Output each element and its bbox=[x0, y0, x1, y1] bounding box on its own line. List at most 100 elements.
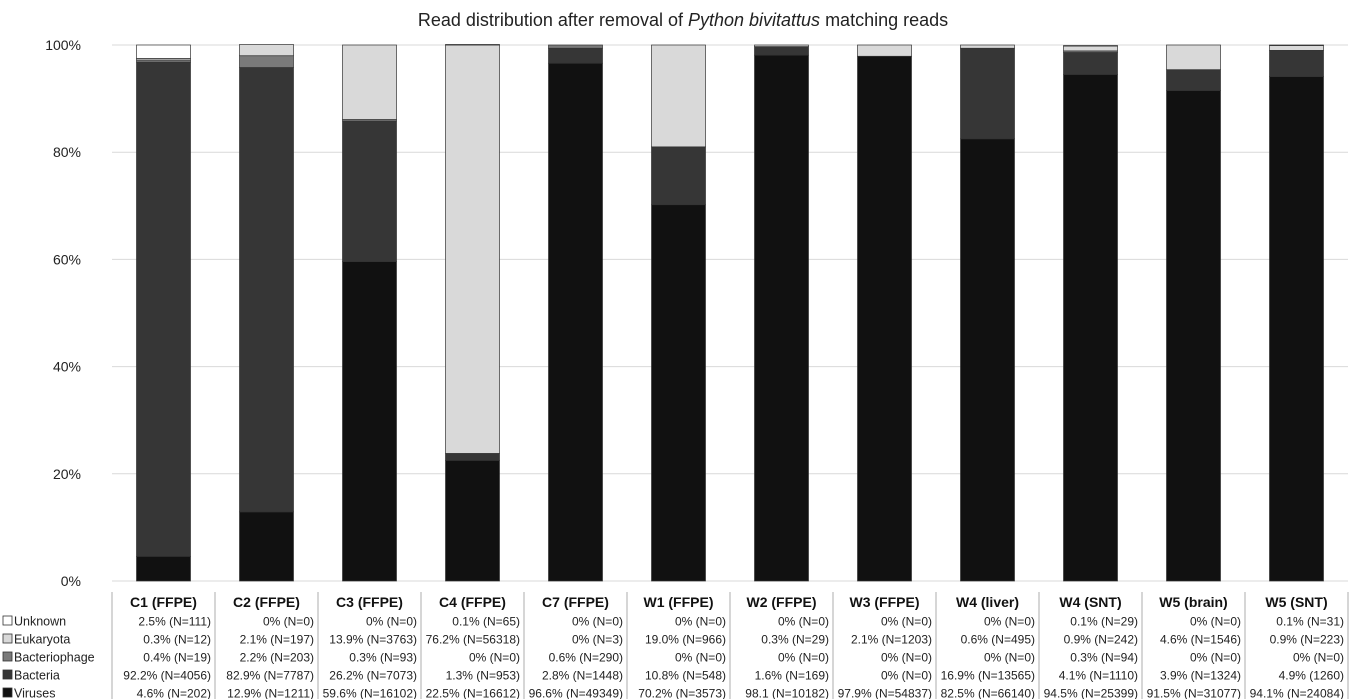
category-label: W2 (FFPE) bbox=[747, 594, 817, 610]
data-table: C1 (FFPE) C2 (FFPE) C3 (FFPE) C4 (FFPE) C7 (… bbox=[2, 592, 1349, 699]
table-cell-eukaryota: 13.9% (N=3763) bbox=[329, 633, 417, 647]
y-tick-label: 80% bbox=[53, 144, 81, 160]
table-cell-bacteria: 1.6% (N=169) bbox=[755, 669, 829, 683]
table-cell-bacteriophage: 0% (N=0) bbox=[469, 651, 520, 665]
table-cell-bacteriophage: 0.3% (N=94) bbox=[1070, 651, 1138, 665]
table-cell-eukaryota: 2.1% (N=1203) bbox=[851, 633, 932, 647]
bar-segment-bacteria bbox=[1063, 52, 1118, 75]
table-cell-viruses: 70.2% (N=3573) bbox=[638, 687, 726, 699]
legend-label-unknown: Unknown bbox=[14, 615, 66, 629]
gridlines bbox=[112, 44, 1348, 582]
legend-swatch-viruses bbox=[2, 687, 13, 698]
table-cell-bacteriophage: 0.6% (N=290) bbox=[549, 651, 623, 665]
bar-segment-bacteria bbox=[960, 47, 1015, 140]
y-tick-label: 60% bbox=[53, 251, 81, 267]
legend-label-bacteriophage: Bacteriophage bbox=[14, 651, 95, 665]
legend-label-bacteria: Bacteria bbox=[14, 669, 60, 683]
table-cell-viruses: 4.6% (N=202) bbox=[137, 687, 211, 699]
table-cell-bacteria: 3.9% (N=1324) bbox=[1160, 669, 1241, 683]
bar-segment-eukaryota bbox=[857, 44, 912, 57]
table-cell-unknown: 0.1% (N=65) bbox=[452, 615, 520, 629]
bar-segment-eukaryota bbox=[445, 44, 500, 454]
table-cell-viruses: 94.5% (N=25399) bbox=[1044, 687, 1138, 699]
table-cell-eukaryota: 0.6% (N=495) bbox=[961, 633, 1035, 647]
legend-swatch-bacteria bbox=[2, 669, 13, 680]
y-tick-label: 40% bbox=[53, 359, 81, 375]
table-cell-eukaryota: 0.3% (N=29) bbox=[761, 633, 829, 647]
table-cell-unknown: 0% (N=0) bbox=[984, 615, 1035, 629]
category-label: W5 (brain) bbox=[1159, 594, 1227, 610]
bar-segment-eukaryota bbox=[960, 44, 1015, 49]
table-cell-eukaryota: 0.3% (N=12) bbox=[143, 633, 211, 647]
bar-segment-eukaryota bbox=[342, 44, 397, 120]
bar-segment-bacteria bbox=[136, 61, 191, 557]
table-cell-bacteria: 1.3% (N=953) bbox=[446, 669, 520, 683]
bar-segment-unknown bbox=[1269, 44, 1324, 46]
legend-swatch-bacteriophage bbox=[2, 651, 13, 662]
legend-label-eukaryota: Eukaryota bbox=[14, 633, 70, 647]
table-cell-bacteria: 4.9% (1260) bbox=[1279, 669, 1344, 683]
table-cell-viruses: 98.1 (N=10182) bbox=[745, 687, 829, 699]
table-cell-bacteria: 0% (N=0) bbox=[881, 669, 932, 683]
category-label: W1 (FFPE) bbox=[644, 594, 714, 610]
bar-segment-viruses bbox=[1166, 90, 1221, 582]
table-cell-bacteriophage: 0% (N=0) bbox=[778, 651, 829, 665]
category-label: W4 (SNT) bbox=[1059, 594, 1121, 610]
bar-segment-bacteria bbox=[1269, 50, 1324, 77]
table-cell-viruses: 96.6% (N=49349) bbox=[529, 687, 623, 699]
bar-segment-eukaryota bbox=[1063, 45, 1118, 52]
bar-segment-bacteria bbox=[239, 67, 294, 513]
table-cell-eukaryota: 2.1% (N=197) bbox=[240, 633, 314, 647]
table-cell-unknown: 0.1% (N=29) bbox=[1070, 615, 1138, 629]
table-cell-viruses: 12.9% (N=1211) bbox=[227, 687, 314, 699]
bar-segment-bacteria bbox=[548, 47, 603, 64]
table-cell-bacteria: 26.2% (N=7073) bbox=[329, 669, 417, 683]
bars bbox=[136, 44, 1324, 582]
table-cell-viruses: 59.6% (N=16102) bbox=[323, 687, 417, 699]
table-cell-bacteriophage: 0% (N=0) bbox=[1190, 651, 1241, 665]
bar-segment-bacteria bbox=[342, 120, 397, 262]
table-cell-eukaryota: 76.2% (N=56318) bbox=[426, 633, 520, 647]
bar-segment-viruses bbox=[754, 54, 809, 582]
category-label: C3 (FFPE) bbox=[336, 594, 403, 610]
table-cell-viruses: 82.5% (N=66140) bbox=[941, 687, 1035, 699]
table-cell-unknown: 0% (N=0) bbox=[675, 615, 726, 629]
table-cell-bacteriophage: 2.2% (N=203) bbox=[240, 651, 314, 665]
legend-swatch-unknown bbox=[2, 615, 13, 626]
category-label: W3 (FFPE) bbox=[850, 594, 920, 610]
bar-segment-unknown bbox=[136, 44, 191, 59]
bar-segment-viruses bbox=[651, 204, 706, 582]
table-cell-viruses: 22.5% (N=16612) bbox=[426, 687, 520, 699]
category-label: C2 (FFPE) bbox=[233, 594, 300, 610]
table-cell-unknown: 0.1% (N=31) bbox=[1276, 615, 1344, 629]
y-tick-label: 20% bbox=[53, 466, 81, 482]
chart-title-part-1: Read distribution after removal of bbox=[418, 10, 688, 30]
table-cell-bacteria: 2.8% (N=1448) bbox=[542, 669, 623, 683]
y-axis: 0% 20% 40% 60% 80% 100% bbox=[45, 37, 81, 589]
table-cell-unknown: 0% (N=0) bbox=[778, 615, 829, 629]
table-cell-eukaryota: 0.9% (N=223) bbox=[1270, 633, 1344, 647]
table-cell-bacteria: 16.9% (N=13565) bbox=[941, 669, 1035, 683]
chart-title-part-2: matching reads bbox=[820, 10, 948, 30]
category-label: C7 (FFPE) bbox=[542, 594, 609, 610]
bar-segment-bacteria bbox=[651, 146, 706, 206]
table-cell-unknown: 2.5% (N=111) bbox=[138, 615, 211, 629]
bar-segment-viruses bbox=[1269, 76, 1324, 582]
category-label: W5 (SNT) bbox=[1265, 594, 1327, 610]
table-cell-unknown: 0% (N=0) bbox=[572, 615, 623, 629]
table-cell-bacteria: 10.8% (N=548) bbox=[645, 669, 726, 683]
table-cell-bacteria: 4.1% (N=1110) bbox=[1059, 669, 1138, 683]
table-cell-unknown: 0% (N=0) bbox=[881, 615, 932, 629]
table-cell-bacteria: 82.9% (N=7787) bbox=[226, 669, 314, 683]
bar-segment-viruses bbox=[960, 138, 1015, 582]
bar-segment-bacteria bbox=[445, 453, 500, 461]
bar-segment-viruses bbox=[857, 55, 912, 582]
table-cell-unknown: 0% (N=0) bbox=[366, 615, 417, 629]
table-cell-bacteriophage: 0% (N=0) bbox=[984, 651, 1035, 665]
bar-segment-unknown bbox=[1063, 45, 1118, 47]
table-cell-bacteriophage: 0.3% (N=93) bbox=[349, 651, 417, 665]
bar-segment-eukaryota bbox=[1269, 45, 1324, 51]
bar-segment-bacteriophage bbox=[548, 44, 603, 49]
bar-segment-eukaryota bbox=[754, 44, 809, 47]
